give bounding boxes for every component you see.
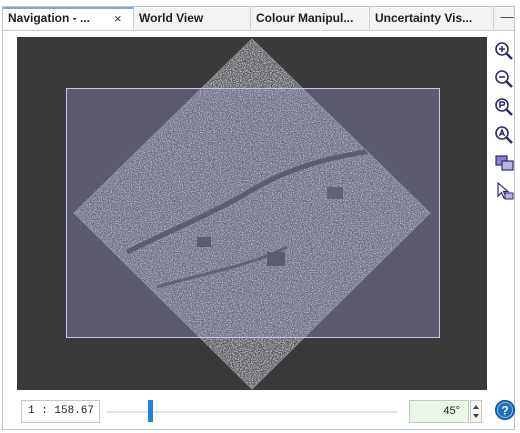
tab-world-view-label: World View [139, 11, 204, 25]
help-icon[interactable]: ? [494, 399, 516, 421]
zoom-slider-thumb[interactable] [148, 400, 153, 422]
zoom-in-icon[interactable] [493, 40, 517, 64]
spinner-up-icon[interactable] [473, 405, 479, 409]
tab-close-icon[interactable]: × [114, 11, 122, 26]
spinner-down-icon[interactable] [473, 414, 479, 418]
tab-bar: Navigation - ... × World View Colour Man… [3, 7, 514, 31]
tab-colour-manipulation[interactable]: Colour Manipul... [251, 7, 370, 29]
zoom-all-icon[interactable] [493, 124, 517, 148]
sync-views-icon[interactable] [493, 152, 517, 176]
tab-navigation[interactable]: Navigation - ... × [3, 7, 134, 29]
satellite-image [73, 38, 431, 390]
zoom-pixel-icon[interactable] [493, 96, 517, 120]
rotation-angle-field[interactable]: 45° [409, 400, 469, 423]
visible-extent-rectangle[interactable] [66, 88, 440, 338]
tab-navigation-label: Navigation - ... [8, 11, 91, 25]
svg-text:?: ? [501, 404, 508, 418]
status-bar: 1 : 158.67 45° ? [3, 392, 516, 429]
minimize-button[interactable]: — [500, 9, 514, 24]
navigation-viewport[interactable] [17, 37, 487, 390]
tab-world-view[interactable]: World View [134, 7, 251, 29]
zoom-out-icon[interactable] [493, 68, 517, 92]
rotation-spinner[interactable] [470, 400, 482, 423]
zoom-slider-track[interactable] [107, 411, 397, 413]
tab-colour-manipulation-label: Colour Manipul... [256, 11, 354, 25]
tab-uncertainty-label: Uncertainty Vis... [375, 11, 473, 25]
sync-cursor-icon[interactable] [493, 180, 517, 204]
scale-field[interactable]: 1 : 158.67 [21, 400, 100, 423]
tab-uncertainty-visualisation[interactable]: Uncertainty Vis... [370, 7, 494, 29]
